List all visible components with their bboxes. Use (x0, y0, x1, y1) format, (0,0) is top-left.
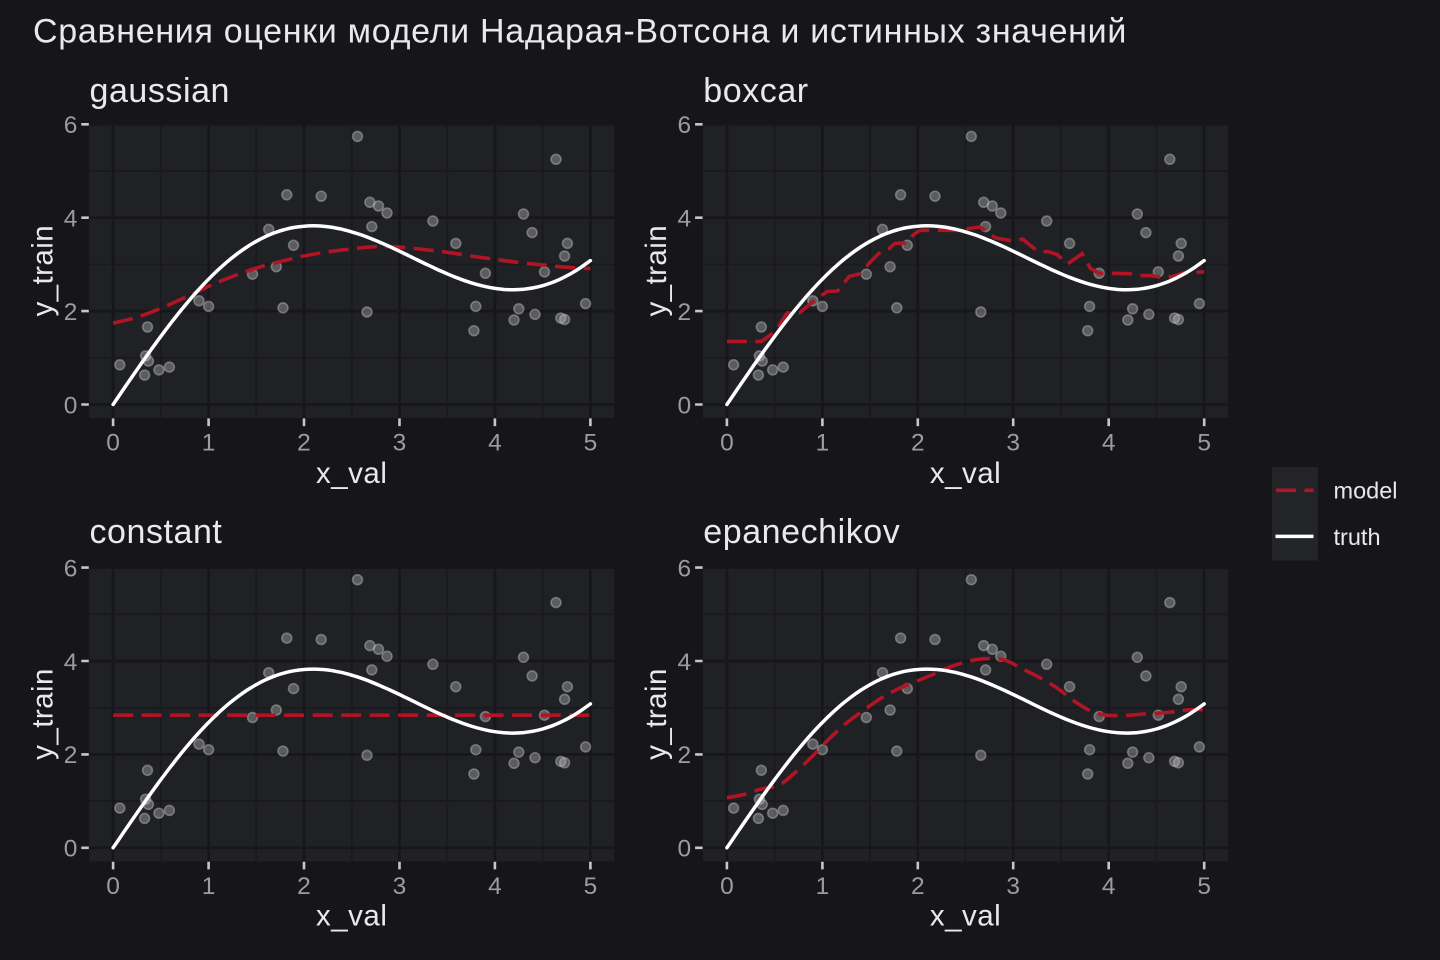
svg-text:4: 4 (1102, 873, 1116, 900)
svg-text:4: 4 (64, 649, 78, 676)
svg-text:model: model (1334, 478, 1398, 504)
svg-text:0: 0 (64, 392, 78, 419)
svg-text:4: 4 (1102, 430, 1116, 457)
svg-text:6: 6 (678, 555, 692, 582)
svg-text:2: 2 (64, 742, 78, 769)
svg-text:5: 5 (584, 873, 598, 900)
svg-text:Сравнения оценки модели Надара: Сравнения оценки модели Надарая-Вотсона … (33, 13, 1127, 51)
svg-text:3: 3 (1006, 873, 1020, 900)
svg-text:5: 5 (1197, 430, 1211, 457)
svg-text:0: 0 (678, 392, 692, 419)
svg-text:constant: constant (90, 513, 223, 551)
svg-text:epanechikov: epanechikov (703, 513, 900, 551)
svg-text:2: 2 (911, 873, 925, 900)
svg-text:gaussian: gaussian (90, 72, 231, 110)
svg-text:1: 1 (816, 873, 830, 900)
svg-text:0: 0 (678, 836, 692, 863)
svg-text:2: 2 (678, 299, 692, 326)
svg-text:4: 4 (64, 206, 78, 233)
svg-text:x_val: x_val (316, 899, 387, 932)
svg-text:6: 6 (678, 112, 692, 139)
svg-text:truth: truth (1334, 524, 1381, 550)
svg-text:y_train: y_train (640, 225, 673, 317)
svg-text:2: 2 (297, 873, 311, 900)
svg-text:4: 4 (488, 430, 502, 457)
svg-text:x_val: x_val (316, 457, 387, 490)
svg-text:4: 4 (678, 206, 692, 233)
svg-text:4: 4 (488, 873, 502, 900)
svg-text:x_val: x_val (930, 899, 1001, 932)
svg-text:0: 0 (64, 836, 78, 863)
svg-text:0: 0 (106, 430, 120, 457)
svg-text:2: 2 (911, 430, 925, 457)
svg-text:y_train: y_train (26, 225, 59, 317)
svg-text:6: 6 (64, 555, 78, 582)
svg-text:2: 2 (297, 430, 311, 457)
svg-text:5: 5 (1197, 873, 1211, 900)
svg-text:y_train: y_train (640, 668, 673, 760)
svg-text:6: 6 (64, 112, 78, 139)
svg-text:4: 4 (678, 649, 692, 676)
svg-text:boxcar: boxcar (703, 72, 808, 110)
svg-text:2: 2 (64, 299, 78, 326)
svg-text:3: 3 (1006, 430, 1020, 457)
svg-text:y_train: y_train (26, 668, 59, 760)
svg-text:1: 1 (202, 430, 216, 457)
svg-text:2: 2 (678, 742, 692, 769)
svg-text:0: 0 (720, 430, 734, 457)
svg-text:3: 3 (393, 873, 407, 900)
svg-text:x_val: x_val (930, 457, 1001, 490)
svg-text:5: 5 (584, 430, 598, 457)
svg-text:0: 0 (720, 873, 734, 900)
svg-text:0: 0 (106, 873, 120, 900)
svg-text:1: 1 (816, 430, 830, 457)
svg-text:1: 1 (202, 873, 216, 900)
svg-text:3: 3 (393, 430, 407, 457)
